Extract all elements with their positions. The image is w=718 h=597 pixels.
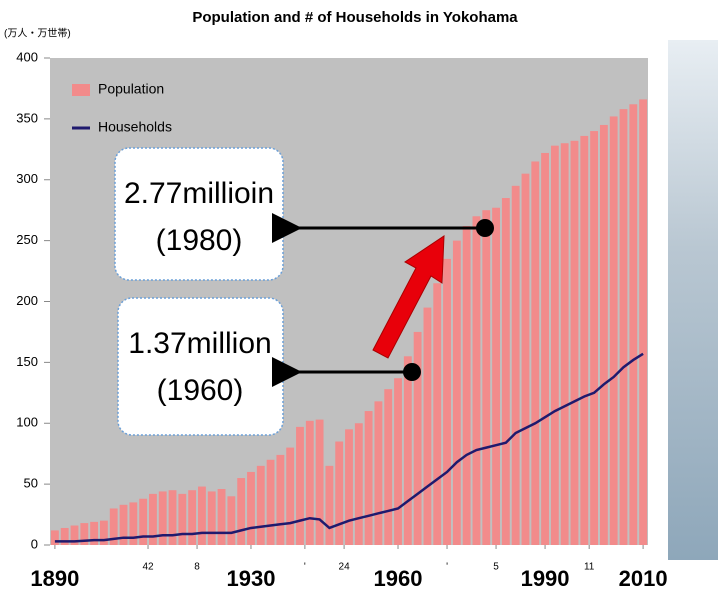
- bar: [561, 143, 569, 545]
- bar: [178, 494, 186, 545]
- legend-label: Households: [98, 119, 172, 135]
- bar: [198, 487, 206, 545]
- bar: [551, 146, 559, 545]
- callout-text: (1980): [156, 224, 243, 257]
- chart-title: Population and # of Households in Yokoha…: [192, 9, 518, 26]
- bar: [522, 174, 530, 545]
- bar: [169, 490, 177, 545]
- callout-text: 2.77millioin: [124, 177, 274, 210]
- bar: [51, 530, 59, 545]
- bar: [159, 491, 167, 545]
- bar: [345, 429, 353, 545]
- bar: [325, 466, 333, 545]
- x-tick-label: 1990: [521, 566, 570, 591]
- bar: [512, 186, 520, 545]
- bar: [365, 411, 373, 545]
- bar: [384, 389, 392, 545]
- x-tick-label: 24: [339, 562, 351, 573]
- callout-text: 1.37million: [128, 327, 271, 360]
- bar: [590, 131, 598, 545]
- x-tick-label: 8: [194, 562, 200, 573]
- bar: [247, 472, 255, 545]
- callout-dot: [403, 363, 421, 381]
- x-tick-label: 2010: [619, 566, 668, 591]
- bar: [571, 141, 579, 545]
- x-tick-label: ': [304, 562, 306, 573]
- bar: [502, 198, 510, 545]
- y-unit-label: (万人・万世帯): [4, 27, 71, 40]
- bar: [355, 423, 363, 545]
- bar: [276, 455, 284, 545]
- bar: [404, 356, 412, 545]
- y-tick-label: 300: [16, 171, 38, 186]
- bar: [424, 308, 432, 545]
- y-tick-label: 350: [16, 110, 38, 125]
- y-tick-label: 0: [31, 536, 38, 551]
- bar: [629, 104, 637, 545]
- bar: [394, 378, 402, 545]
- bar: [306, 421, 314, 545]
- x-tick-label: 5: [493, 562, 499, 573]
- x-tick-label: 1930: [226, 566, 275, 591]
- bar: [463, 226, 471, 545]
- bar: [257, 466, 265, 545]
- legend-label: Population: [98, 81, 164, 97]
- bar: [296, 427, 304, 545]
- x-tick-label: 1960: [374, 566, 423, 591]
- y-tick-label: 200: [16, 293, 38, 308]
- y-tick-label: 150: [16, 354, 38, 369]
- callout-text: (1960): [157, 374, 244, 407]
- bar: [610, 116, 618, 545]
- chart: Population and # of Households in Yokoha…: [0, 0, 718, 597]
- bar: [227, 496, 235, 545]
- bar: [237, 478, 245, 545]
- x-tick-label: 11: [584, 562, 595, 573]
- bar: [620, 109, 628, 545]
- callout-box: [118, 298, 283, 435]
- bar: [316, 420, 324, 545]
- x-tick-label: 42: [142, 562, 154, 573]
- bar: [531, 161, 539, 545]
- background-photo: [668, 40, 718, 560]
- bar: [374, 401, 382, 545]
- bar: [286, 448, 294, 545]
- bar: [335, 442, 343, 545]
- legend-swatch: [72, 84, 90, 96]
- bar: [473, 216, 481, 545]
- x-tick-label: 1890: [30, 566, 79, 591]
- callout-box: [115, 148, 283, 280]
- callout-dot: [476, 219, 494, 237]
- bar: [433, 283, 441, 545]
- y-tick-label: 400: [16, 49, 38, 64]
- bar: [188, 490, 196, 545]
- y-tick-label: 250: [16, 232, 38, 247]
- bar: [453, 241, 461, 545]
- bar: [208, 491, 216, 545]
- bar: [492, 208, 500, 545]
- bar: [443, 259, 451, 545]
- bar: [482, 210, 490, 545]
- page: Population and # of Households in Yokoha…: [0, 0, 718, 597]
- x-tick-label: ': [446, 562, 448, 573]
- bar: [218, 489, 226, 545]
- bar: [639, 99, 647, 545]
- y-tick-label: 50: [24, 476, 38, 491]
- bar: [600, 125, 608, 545]
- bar: [541, 153, 549, 545]
- y-tick-label: 100: [16, 415, 38, 430]
- bar: [580, 136, 588, 545]
- bar: [267, 460, 275, 545]
